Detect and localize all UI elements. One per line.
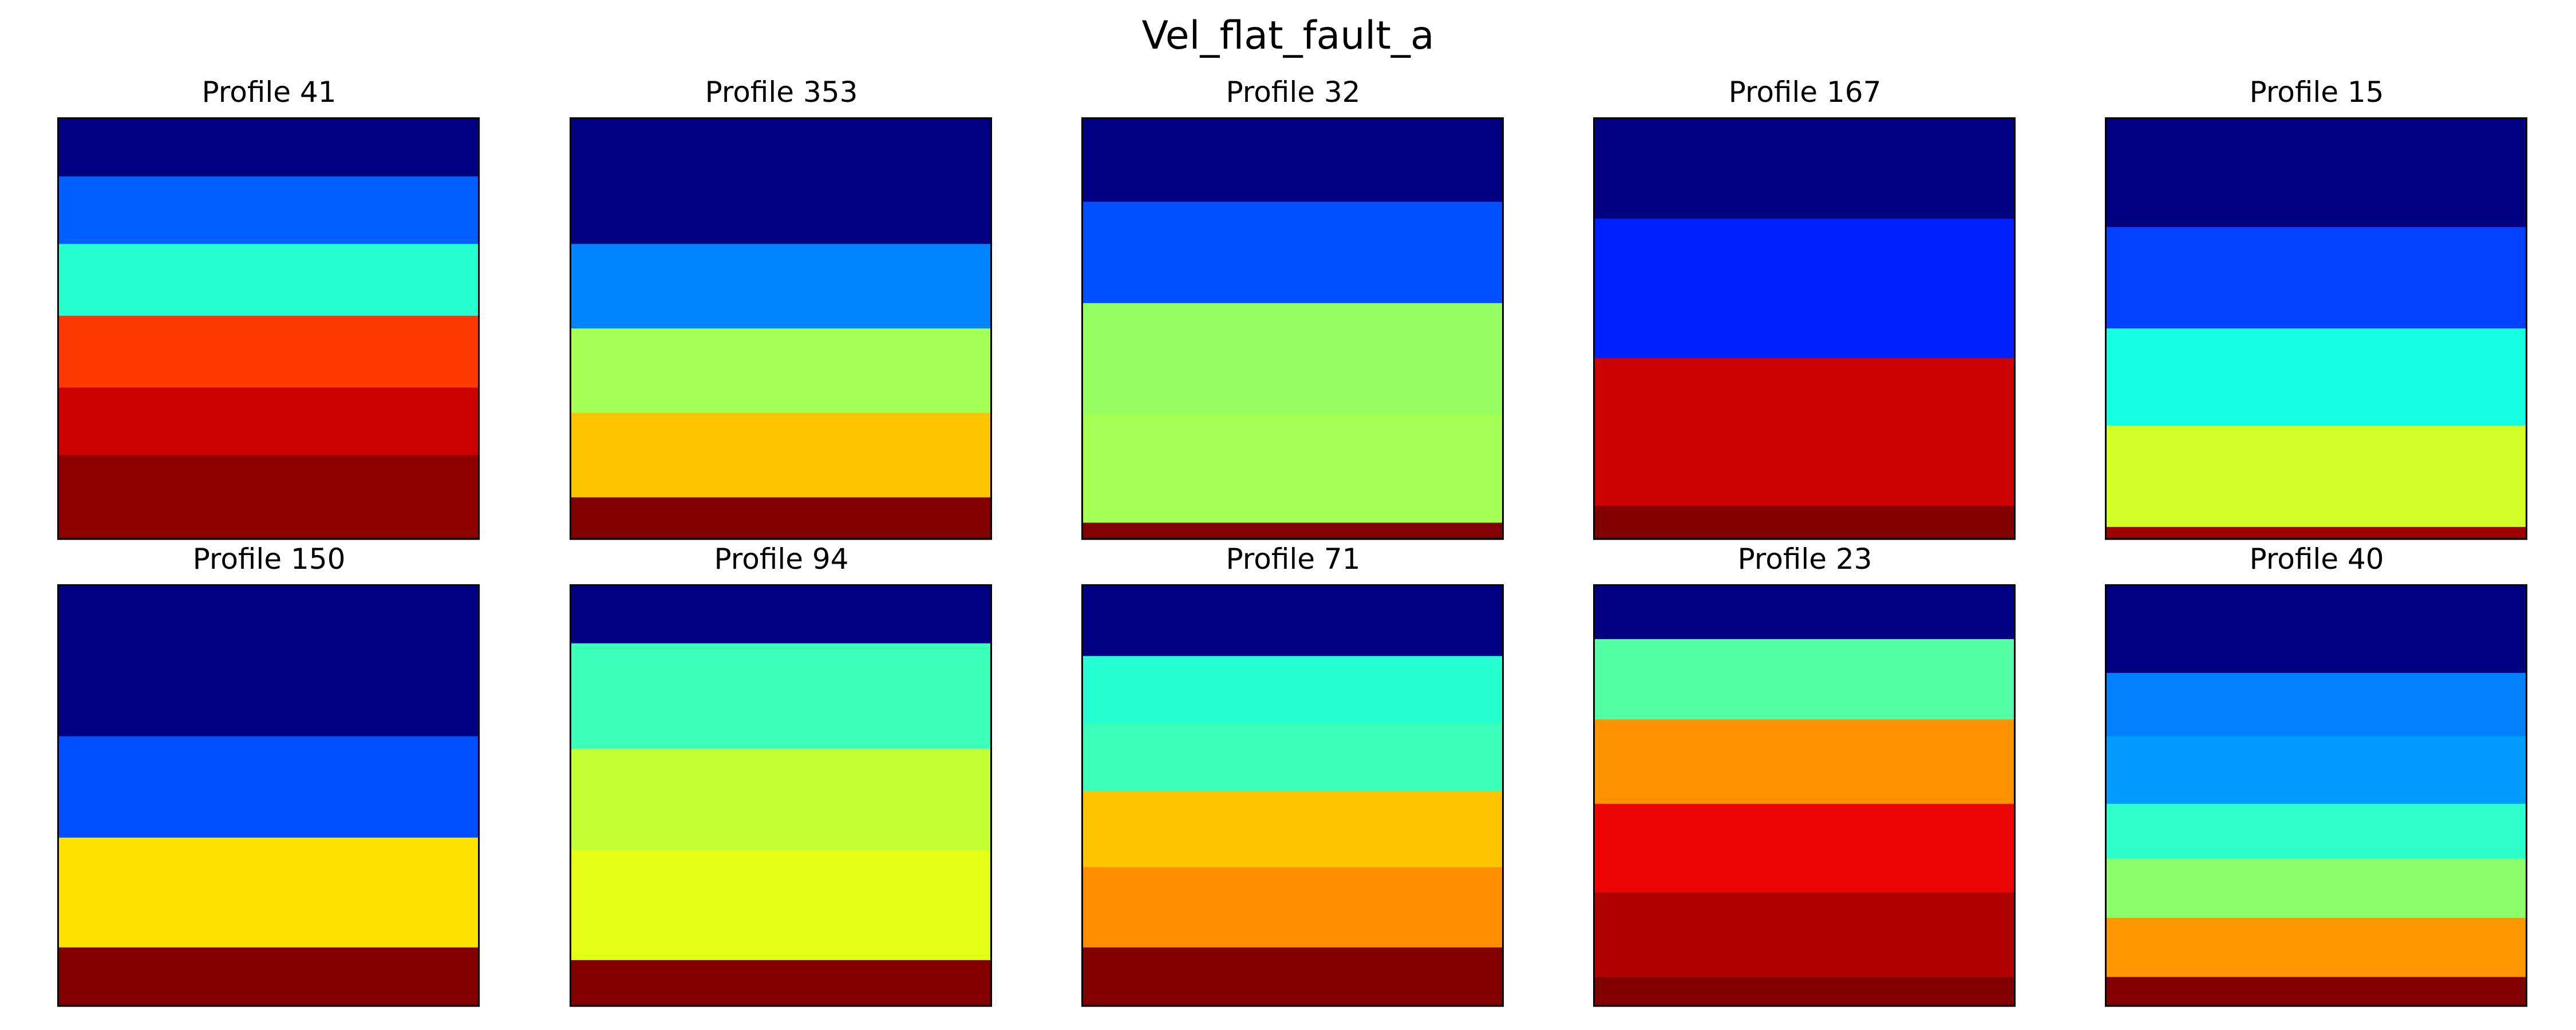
velocity-layer [57, 117, 480, 177]
velocity-layer [1081, 656, 1504, 724]
velocity-layer [1081, 584, 1504, 657]
panel-title: Profile 15 [2249, 76, 2384, 109]
axes-frame [1593, 584, 2016, 1007]
velocity-layer [57, 176, 480, 244]
velocity-layer [2105, 918, 2527, 977]
velocity-layer [570, 244, 992, 329]
velocity-layer [1593, 803, 2016, 893]
velocity-layer [570, 850, 992, 961]
axes-frame [570, 584, 992, 1007]
velocity-layer [57, 837, 480, 948]
profile-panel: Profile 167 [1593, 74, 2017, 542]
profile-panel: Profile 150 [57, 541, 481, 1009]
velocity-layer [1081, 947, 1504, 1007]
velocity-layer [1593, 584, 2016, 640]
velocity-layer [570, 117, 992, 244]
profile-panel: Profile 94 [570, 541, 993, 1009]
profile-panel: Profile 71 [1081, 541, 1505, 1009]
velocity-layer [57, 947, 480, 1007]
velocity-layer [570, 497, 992, 540]
velocity-layer [2105, 977, 2527, 1007]
panel-title: Profile 94 [714, 542, 849, 576]
velocity-layer [1593, 358, 2016, 506]
axes-frame [1593, 117, 2016, 540]
velocity-layer [1081, 522, 1504, 540]
velocity-layer [570, 960, 992, 1007]
velocity-image [570, 584, 992, 1007]
profile-panel: Profile 23 [1593, 541, 2017, 1009]
axes-frame [1081, 117, 1504, 540]
velocity-layer [1593, 219, 2016, 359]
velocity-image [57, 584, 480, 1007]
velocity-layer [570, 413, 992, 498]
panel-title: Profile 41 [202, 76, 337, 109]
velocity-layer [2105, 803, 2527, 859]
profile-panel: Profile 40 [2105, 541, 2528, 1009]
axes-frame [1081, 584, 1504, 1007]
velocity-layer [570, 748, 992, 851]
velocity-layer [1593, 639, 2016, 720]
panel-title: Profile 71 [1226, 542, 1361, 576]
panel-title: Profile 150 [192, 542, 346, 576]
velocity-layer [1593, 977, 2016, 1007]
velocity-layer [1593, 892, 2016, 977]
velocity-layer [57, 244, 480, 316]
velocity-layer [2105, 858, 2527, 918]
velocity-layer [1081, 303, 1504, 414]
panel-title: Profile 167 [1728, 76, 1882, 109]
velocity-image [1081, 117, 1504, 540]
profile-panel: Profile 32 [1081, 74, 1505, 542]
velocity-layer [2105, 736, 2527, 805]
velocity-layer [570, 328, 992, 414]
axes-frame [57, 584, 480, 1007]
axes-frame [57, 117, 480, 540]
profile-panel: Profile 41 [57, 74, 481, 542]
velocity-layer [57, 455, 480, 540]
velocity-layer [1593, 117, 2016, 219]
velocity-layer [57, 387, 480, 455]
velocity-layer [2105, 117, 2527, 228]
velocity-layer [1081, 413, 1504, 524]
velocity-layer [1081, 117, 1504, 203]
axes-frame [2105, 584, 2527, 1007]
figure-title: Vel_flat_fault_a [1141, 13, 1435, 58]
panel-title: Profile 353 [705, 76, 858, 109]
velocity-layer [57, 584, 480, 737]
velocity-image [2105, 117, 2527, 540]
profile-panel: Profile 15 [2105, 74, 2528, 542]
velocity-layer [1593, 505, 2016, 540]
velocity-layer [1593, 719, 2016, 805]
velocity-layer [2105, 526, 2527, 540]
velocity-layer [2105, 425, 2527, 528]
velocity-image [1593, 584, 2016, 1007]
velocity-layer [1081, 867, 1504, 948]
velocity-layer [2105, 328, 2527, 426]
velocity-layer [57, 315, 480, 388]
profile-panel: Profile 353 [570, 74, 993, 542]
velocity-image [1081, 584, 1504, 1007]
velocity-image [570, 117, 992, 540]
velocity-image [1593, 117, 2016, 540]
velocity-layer [2105, 672, 2527, 737]
velocity-layer [1081, 791, 1504, 868]
panel-title: Profile 32 [1226, 76, 1361, 109]
axes-frame [570, 117, 992, 540]
velocity-image [2105, 584, 2527, 1007]
velocity-layer [2105, 584, 2527, 674]
velocity-layer [57, 736, 480, 838]
velocity-layer [1081, 201, 1504, 304]
velocity-layer [2105, 227, 2527, 329]
velocity-layer [1081, 723, 1504, 792]
axes-frame [2105, 117, 2527, 540]
velocity-layer [570, 584, 992, 644]
velocity-image [57, 117, 480, 540]
velocity-layer [570, 643, 992, 750]
panel-title: Profile 23 [1737, 542, 1872, 576]
panel-title: Profile 40 [2249, 542, 2384, 576]
